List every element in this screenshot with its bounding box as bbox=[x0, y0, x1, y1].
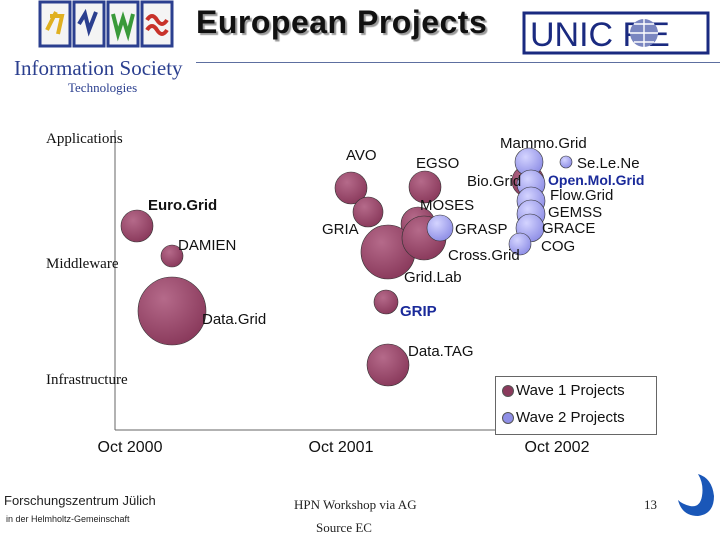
bubble-avo bbox=[334, 171, 368, 205]
chart-legend: Wave 1 Projects Wave 2 Projects bbox=[495, 376, 657, 435]
bubble-label: GEMSS bbox=[548, 204, 602, 221]
bubble-label: GRIA bbox=[322, 221, 359, 238]
ist-title: Information Society bbox=[14, 56, 183, 80]
x-tick-label: Oct 2001 bbox=[309, 439, 374, 456]
bubble-se-le-ne bbox=[559, 155, 573, 169]
bubble-label: Data.TAG bbox=[408, 343, 474, 360]
bubble-data-tag bbox=[366, 343, 410, 387]
bubble-label: Open.Mol.Grid bbox=[548, 172, 644, 188]
legend-wave1-label: Wave 1 Projects bbox=[516, 382, 625, 399]
bubble-label: Cross.Grid bbox=[448, 247, 520, 264]
ist-logo-icon bbox=[38, 0, 174, 48]
bubble-data-grid bbox=[137, 276, 207, 346]
legend-wave2-label: Wave 2 Projects bbox=[516, 409, 625, 426]
x-tick-label: Oct 2002 bbox=[525, 439, 590, 456]
footer-institution: Forschungszentrum Jülich bbox=[4, 493, 156, 508]
legend-wave2-marker bbox=[502, 412, 514, 424]
footer-event: HPN Workshop via AG bbox=[294, 497, 417, 512]
bubble-grip bbox=[373, 289, 399, 315]
bubble-label: Data.Grid bbox=[202, 311, 266, 328]
header-divider bbox=[196, 62, 720, 63]
bubble-damien bbox=[160, 244, 184, 268]
page-number: 13 bbox=[644, 497, 657, 512]
bubble-label: Flow.Grid bbox=[550, 187, 613, 204]
ist-subtitle: Technologies bbox=[68, 80, 138, 95]
page-title: European Projects bbox=[196, 4, 488, 40]
fz-juelich-logo-icon bbox=[673, 474, 714, 516]
bubble-gria bbox=[352, 196, 384, 228]
bubble-label: Grid.Lab bbox=[404, 269, 462, 286]
bubble-cog bbox=[508, 232, 532, 256]
x-tick-label: Oct 2000 bbox=[98, 439, 163, 456]
bubble-label: AVO bbox=[346, 147, 377, 164]
legend-wave1-marker bbox=[502, 385, 514, 397]
y-category-label: Applications bbox=[46, 131, 123, 147]
y-category-label: Middleware bbox=[46, 256, 119, 272]
footer-association: in der Helmholtz-Gemeinschaft bbox=[6, 514, 130, 524]
bubble-label: DAMIEN bbox=[178, 237, 236, 254]
bubble-label: MOSES bbox=[420, 197, 474, 214]
bubble-grasp bbox=[426, 214, 454, 242]
bubble-label: Bio.Grid bbox=[467, 173, 521, 190]
bubble-label: EGSO bbox=[416, 155, 459, 172]
bubble-euro-grid bbox=[120, 209, 154, 243]
bubble-label: Se.Le.Ne bbox=[577, 155, 640, 172]
bubble-label: GRACE bbox=[542, 220, 595, 237]
unicore-logo-icon: UNIC RE bbox=[522, 11, 710, 55]
bubble-label: GRASP bbox=[455, 221, 508, 238]
y-category-label: Infrastructure bbox=[46, 372, 128, 388]
bubble-label: Euro.Grid bbox=[148, 197, 217, 214]
bubble-egso bbox=[408, 170, 442, 204]
bubble-label: Mammo.Grid bbox=[500, 135, 587, 152]
bubble-label: COG bbox=[541, 238, 575, 255]
bubble-label: GRIP bbox=[400, 303, 437, 320]
footer-source: Source EC bbox=[316, 520, 372, 535]
